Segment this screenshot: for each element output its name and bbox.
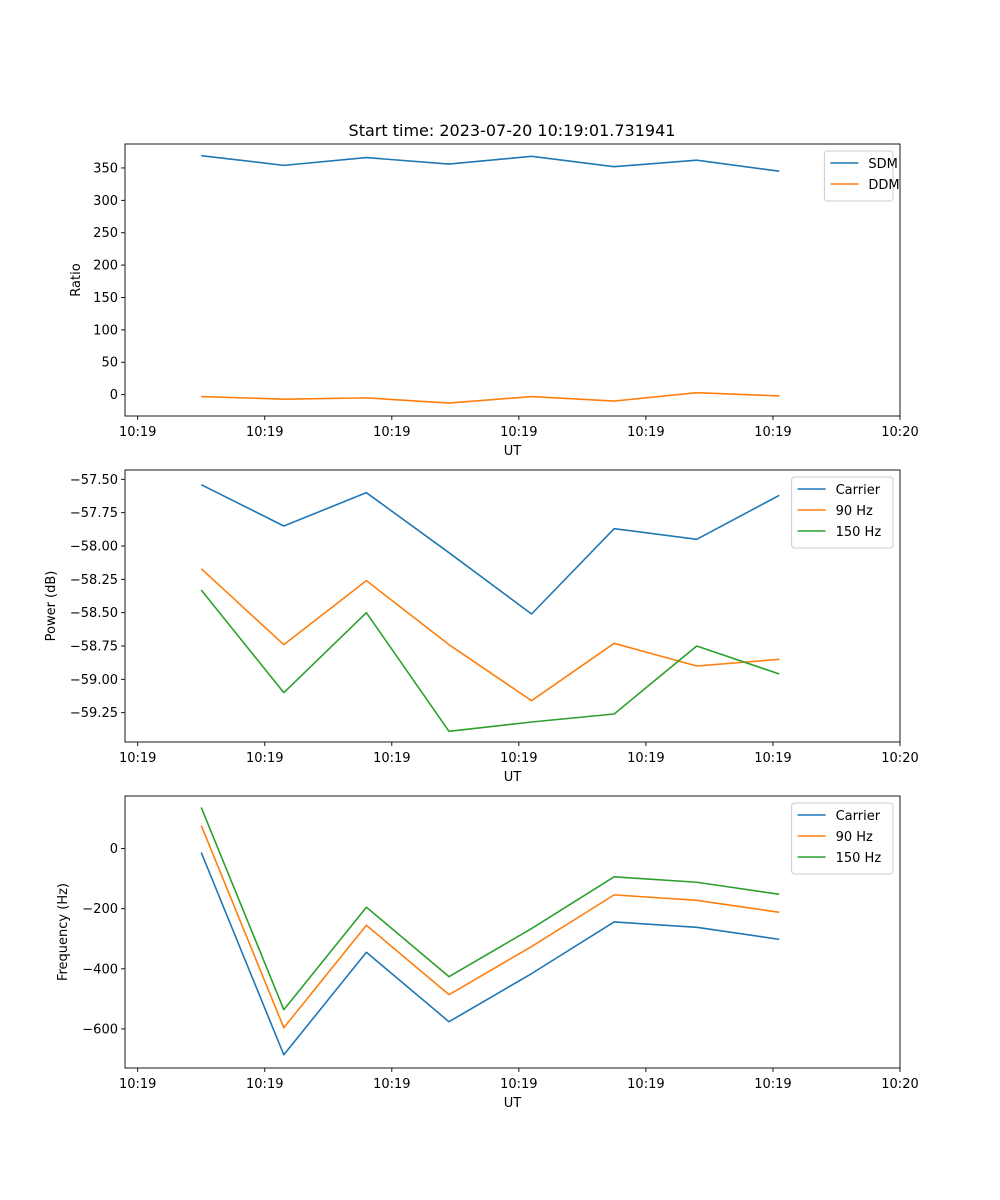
x-tick-label: 10:19 [119,425,156,440]
legend-entry: 150 Hz [836,851,882,866]
y-tick-label: 200 [93,259,118,274]
y-tick-label: −400 [82,962,118,977]
axes-frame [124,143,901,417]
x-tick-label: 10:20 [881,751,918,766]
x-tick-label: 10:19 [754,425,791,440]
x-axis-label: UT [504,770,522,785]
chart-panel-2: 10:19 10:19 10:19 10:19 10:19 10:19 10:20 −57.5… [44,469,919,785]
series-line-150-hz [200,589,780,733]
series-line-90-hz [200,568,780,702]
y-axis-label: Frequency (Hz) [56,883,71,981]
y-tick-label: 300 [93,194,118,209]
y-axis-label: Power (dB) [44,571,59,642]
x-tick-label: 10:19 [119,1077,156,1092]
series-line-ddm [201,391,780,404]
chart-panel-3: 10:19 10:19 10:19 10:19 10:19 10:19 10:20 0 −200… [56,795,919,1111]
x-tick-label: 10:19 [373,425,410,440]
legend: SDM DDM [823,150,900,202]
x-tick-label: 10:19 [373,1077,410,1092]
y-tick-label: −57.50 [70,473,118,488]
x-tick-label: 10:19 [246,751,283,766]
x-tick-label: 10:20 [881,425,918,440]
y-tick-label: −57.75 [70,506,118,521]
y-tick-label: 250 [93,226,118,241]
x-tick-label: 10:19 [246,425,283,440]
legend-entry: 150 Hz [836,525,882,540]
y-axis-label: Ratio [69,263,84,296]
series-line-sdm [201,154,780,172]
axes-frame [124,795,901,1069]
y-tick-label: −58.00 [70,540,118,555]
y-tick-label: 0 [110,842,118,857]
legend: Carrier 90 Hz 150 Hz [791,476,894,549]
y-tick-label: 50 [101,356,118,371]
y-tick-label: −59.25 [70,706,118,721]
x-tick-label: 10:19 [754,1077,791,1092]
x-tick-label: 10:19 [754,751,791,766]
y-tick-label: −200 [82,902,118,917]
legend-entry: 90 Hz [836,504,873,519]
x-tick-label: 10:19 [500,1077,537,1092]
y-tick-label: 100 [93,323,118,338]
legend-entry: Carrier [836,483,881,498]
y-tick-label: −59.00 [70,673,118,688]
y-tick-label: 150 [93,291,118,306]
axes-frame [124,469,901,743]
legend-entry: 90 Hz [836,830,873,845]
x-axis-label: UT [504,1096,522,1111]
y-tick-label: 0 [110,388,118,403]
x-tick-label: 10:19 [373,751,410,766]
y-tick-label: −58.25 [70,573,118,588]
series-line-carrier [200,852,780,1056]
series-line-90-hz [200,825,780,1029]
legend-entry: Carrier [836,809,881,824]
y-tick-label: 350 [93,161,118,176]
x-tick-label: 10:19 [627,425,664,440]
y-tick-label: −600 [82,1022,118,1037]
x-tick-label: 10:20 [881,1077,918,1092]
x-tick-label: 10:19 [627,751,664,766]
y-tick-label: −58.75 [70,640,118,655]
x-tick-label: 10:19 [119,751,156,766]
legend-entry: DDM [868,178,899,193]
y-tick-label: −58.50 [70,606,118,621]
x-tick-label: 10:19 [627,1077,664,1092]
x-axis-label: UT [504,444,522,459]
legend-entry: SDM [868,157,897,172]
x-tick-label: 10:19 [246,1077,283,1092]
series-line-150-hz [200,807,780,1011]
chart-panel-1: 10:19 10:19 10:19 10:19 10:19 10:19 10:20 0 50 10… [69,143,919,459]
legend: Carrier 90 Hz 150 Hz [791,802,894,875]
x-tick-label: 10:19 [500,425,537,440]
series-line-carrier [200,483,780,615]
x-tick-label: 10:19 [500,751,537,766]
figure-title: Start time: 2023-07-20 10:19:01.731941 [349,121,676,140]
